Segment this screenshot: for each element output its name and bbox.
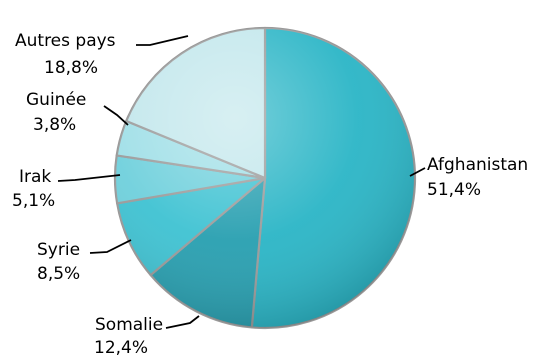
leader-line-autres-pays: [136, 35, 189, 46]
leader-line-syrie: [89, 239, 132, 254]
leader-line-guin-e: [103, 105, 129, 126]
leader-line-somalie: [165, 315, 200, 329]
slice-value-syrie: 8,5%: [37, 264, 80, 284]
slice-value-guin-e: 3,8%: [33, 115, 76, 135]
slice-value-autres-pays: 18,8%: [44, 58, 98, 78]
leader-line-afghanistan: [409, 167, 426, 177]
slice-value-somalie: 12,4%: [94, 338, 148, 358]
slice-label-syrie: Syrie: [37, 240, 80, 260]
slice-label-autres-pays: Autres pays: [15, 31, 116, 51]
slice-value-irak: 5,1%: [12, 191, 55, 211]
pie-slices: [113, 26, 417, 330]
slice-value-afghanistan: 51,4%: [427, 180, 481, 200]
pie-slice-afghanistan: [250, 26, 417, 330]
pie-labels: Afghanistan 51,4% Somalie 12,4% Syrie 8,5% Ira…: [12, 31, 528, 358]
slice-label-somalie: Somalie: [95, 315, 163, 335]
slice-label-guin-e: Guinée: [26, 90, 86, 110]
slice-label-afghanistan: Afghanistan: [427, 155, 528, 175]
slice-label-irak: Irak: [19, 167, 51, 187]
leader-line-irak: [57, 174, 121, 182]
